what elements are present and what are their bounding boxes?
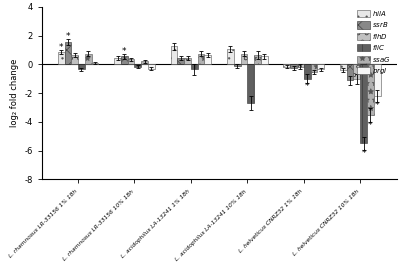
Text: *: * — [66, 32, 70, 41]
Bar — [134, 64, 141, 67]
Bar — [304, 64, 310, 79]
Bar — [290, 64, 297, 68]
Bar — [177, 58, 184, 64]
Bar — [121, 56, 128, 64]
Text: *: * — [368, 121, 373, 130]
Bar — [78, 64, 85, 69]
Bar — [58, 52, 64, 64]
Bar — [247, 64, 254, 103]
Text: *: * — [122, 47, 126, 56]
Bar — [310, 64, 317, 72]
Bar — [234, 64, 240, 66]
Bar — [184, 58, 191, 64]
Bar — [92, 63, 98, 64]
Text: *: * — [305, 82, 310, 91]
Bar — [64, 42, 71, 64]
Bar — [284, 64, 290, 67]
Bar — [240, 54, 247, 64]
Bar — [128, 59, 134, 64]
Bar — [204, 55, 211, 64]
Bar — [354, 64, 360, 79]
Bar — [148, 64, 155, 69]
Bar — [227, 49, 234, 64]
Bar — [71, 55, 78, 64]
Bar — [297, 64, 304, 67]
Bar — [171, 46, 177, 64]
Bar — [141, 61, 148, 64]
Bar — [360, 64, 367, 143]
Bar — [254, 55, 261, 64]
Bar — [367, 64, 374, 115]
Bar — [317, 64, 324, 69]
Bar — [191, 64, 198, 69]
Bar — [374, 64, 380, 96]
Bar — [198, 54, 204, 64]
Legend: $\it{hilA}$, $\it{ssrB}$, $\it{flhD}$, $\it{fliC}$, $\it{ssaG}$, $\it{prgI}$: $\it{hilA}$, $\it{ssrB}$, $\it{flhD}$, $… — [355, 7, 393, 78]
Bar — [85, 54, 92, 64]
Bar — [347, 64, 354, 80]
Text: *: * — [59, 43, 63, 52]
Y-axis label: log₂ fold change: log₂ fold change — [10, 59, 19, 127]
Bar — [340, 64, 347, 70]
Text: *: * — [361, 149, 366, 158]
Bar — [261, 56, 268, 64]
Text: *: * — [375, 101, 379, 110]
Bar — [114, 58, 121, 64]
